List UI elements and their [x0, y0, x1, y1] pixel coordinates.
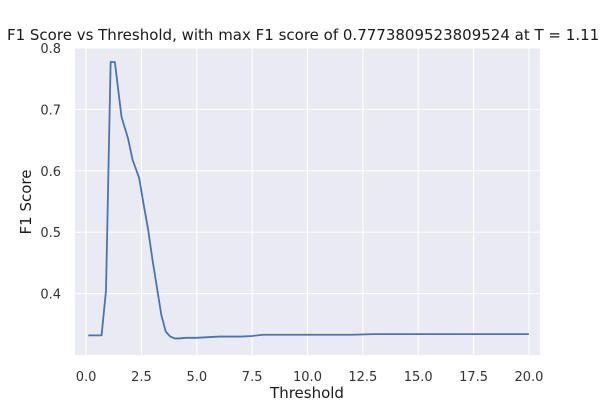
y-tick-label: 0.7: [40, 103, 61, 118]
x-tick-label: 20.0: [514, 370, 543, 385]
x-tick-label: 0.0: [76, 370, 97, 385]
y-tick-label: 0.8: [40, 42, 61, 57]
x-tick-label: 10.0: [293, 370, 322, 385]
x-tick-label: 2.5: [131, 370, 152, 385]
x-tick-labels: 0.0 2.5 5.0 7.5 10.0 12.5 15.0 17.5 20.0: [76, 370, 544, 385]
y-tick-labels: 0.4 0.5 0.6 0.7 0.8: [40, 42, 61, 303]
x-tick-label: 15.0: [404, 370, 433, 385]
f1-series-line: [88, 60, 529, 340]
grid-lines: [75, 47, 540, 355]
x-tick-label: 7.5: [242, 370, 263, 385]
chart-title: F1 Score vs Threshold, with max F1 score…: [7, 26, 600, 44]
x-tick-label: 17.5: [459, 370, 488, 385]
y-tick-label: 0.6: [40, 165, 61, 180]
x-tick-label: 12.5: [348, 370, 377, 385]
y-tick-label: 0.4: [40, 288, 61, 303]
x-axis-label: Threshold: [269, 384, 344, 400]
y-tick-label: 0.5: [40, 226, 61, 241]
series-layer: [88, 60, 529, 340]
x-tick-label: 5.0: [186, 370, 207, 385]
y-axis-label: F1 Score: [17, 170, 35, 235]
